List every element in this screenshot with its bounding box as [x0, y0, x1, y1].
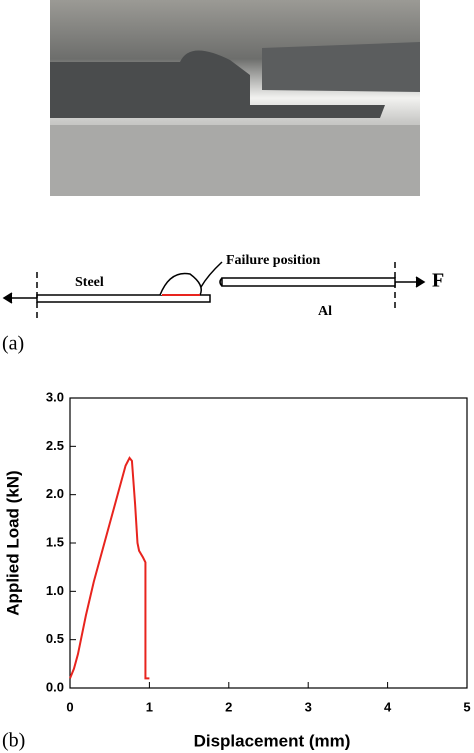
plot-frame — [69, 397, 468, 689]
x-tick-label: 0 — [66, 699, 73, 714]
failure-label: Failure position — [226, 253, 320, 268]
schematic — [2, 261, 426, 320]
x-tick-label: 1 — [146, 699, 153, 714]
y-tick-label: 3.0 — [46, 389, 64, 404]
data-line — [69, 456, 150, 680]
photo — [50, 0, 420, 196]
x-tick-label: 2 — [225, 699, 232, 714]
steel-label: Steel — [75, 275, 104, 290]
y-tick-label: 2.5 — [46, 438, 64, 453]
x-axis-title: Displacement (mm) — [194, 731, 351, 750]
y-tick-label: 0.5 — [46, 631, 64, 646]
x-tick-label: 5 — [463, 699, 470, 714]
y-axis-title: Applied Load (kN) — [3, 470, 22, 615]
y-tick-label: 0.0 — [46, 679, 64, 694]
y-tick-label: 1.5 — [46, 534, 64, 549]
force-label: F — [432, 270, 444, 292]
panel-label: (b) — [2, 730, 25, 752]
y-tick-label: 1.0 — [46, 583, 64, 598]
x-tick-label: 3 — [305, 699, 312, 714]
y-tick-label: 2.0 — [46, 486, 64, 501]
al-label: Al — [318, 304, 332, 319]
x-tick-label: 4 — [384, 699, 392, 714]
panel-label: (a) — [2, 333, 24, 355]
